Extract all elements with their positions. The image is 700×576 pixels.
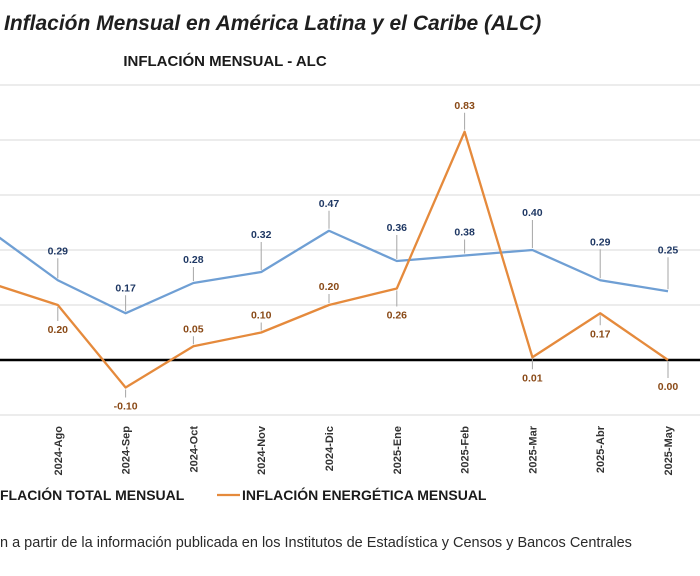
- data-label: 0.10: [251, 310, 272, 322]
- grid-lines: [0, 84, 700, 416]
- x-tick-label: 2024-Dic: [324, 426, 336, 471]
- x-tick-label: 2024-Sep: [121, 426, 133, 475]
- legend-label: INFLACIÓN ENERGÉTICA MENSUAL: [242, 486, 487, 503]
- chart-title: INFLACIÓN MENSUAL - ALC: [123, 52, 326, 70]
- data-label: 0.29: [590, 236, 611, 248]
- data-labels: 0.29 0.17 0.28 0.32 0.47 0.36 0.38 0.40 0.29 0.25…: [48, 100, 679, 413]
- x-tick-label: 2025-May: [663, 425, 675, 475]
- source-note: n a partir de la información publicada e…: [0, 535, 632, 551]
- data-label: 0.01: [522, 372, 543, 384]
- x-tick-label: 2024-Ago: [53, 426, 65, 476]
- legend-label: FLACIÓN TOTAL MENSUAL: [0, 486, 185, 503]
- x-tick-label: 2025-Mar: [527, 425, 539, 473]
- data-label: 0.17: [115, 282, 136, 294]
- data-label: 0.26: [387, 310, 408, 322]
- x-axis-tick-labels: 2024-Ago 2024-Sep 2024-Oct 2024-Nov 2024-Dic…: [53, 425, 675, 475]
- data-label: 0.29: [48, 245, 69, 257]
- legend: FLACIÓN TOTAL MENSUAL INFLACIÓN ENERGÉTIC…: [0, 486, 487, 503]
- data-label: 0.25: [658, 244, 679, 256]
- data-label: 0.32: [251, 229, 272, 241]
- x-tick-label: 2024-Nov: [256, 425, 268, 475]
- line-chart: INFLACIÓN MENSUAL - ALC 0.29 0.17 0.28 0.32…: [0, 52, 700, 503]
- series-line-total: [0, 229, 669, 315]
- data-label: 0.36: [387, 222, 408, 234]
- data-label: 0.28: [183, 254, 204, 266]
- data-label: 0.00: [658, 381, 679, 393]
- x-tick-label: 2025-Feb: [460, 426, 472, 474]
- data-label: 0.05: [183, 323, 204, 335]
- x-tick-label: 2025-Abr: [595, 425, 607, 473]
- page-title: Inflación Mensual en América Latina y el…: [4, 12, 542, 35]
- data-label: -0.10: [114, 401, 138, 413]
- data-label: 0.47: [319, 198, 340, 210]
- data-label: 0.17: [590, 328, 611, 340]
- x-tick-label: 2025-Ene: [392, 426, 404, 474]
- data-label: 0.38: [454, 227, 475, 239]
- data-label: 0.20: [48, 324, 69, 336]
- data-label: 0.20: [319, 281, 340, 293]
- data-label: 0.40: [522, 207, 543, 219]
- x-tick-label: 2024-Oct: [188, 426, 200, 473]
- data-label: 0.83: [454, 100, 475, 112]
- series-lines: [0, 130, 669, 389]
- series-line-energy: [0, 130, 669, 389]
